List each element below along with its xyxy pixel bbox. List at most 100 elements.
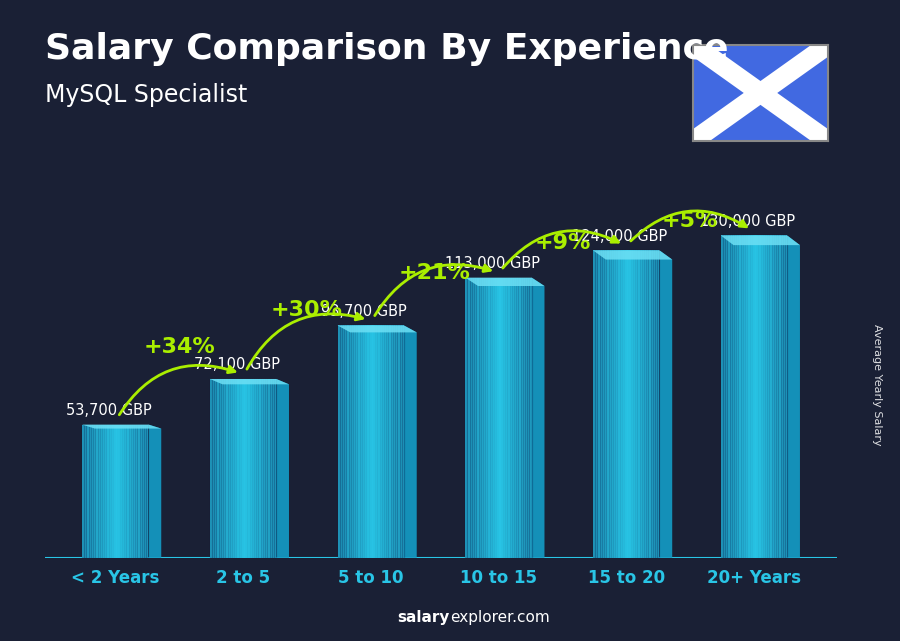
Bar bbox=[85, 424, 86, 558]
Bar bbox=[736, 235, 739, 558]
Bar bbox=[144, 424, 147, 558]
Bar bbox=[723, 235, 725, 558]
Bar bbox=[754, 235, 756, 558]
Bar bbox=[785, 235, 788, 558]
Bar bbox=[91, 424, 93, 558]
Bar bbox=[356, 326, 357, 558]
Bar bbox=[780, 235, 783, 558]
Bar bbox=[267, 379, 270, 558]
Bar bbox=[776, 235, 778, 558]
Bar bbox=[642, 251, 643, 558]
Bar bbox=[248, 379, 249, 558]
Bar bbox=[770, 235, 771, 558]
Bar bbox=[342, 326, 344, 558]
Bar bbox=[375, 326, 377, 558]
Polygon shape bbox=[721, 235, 788, 558]
Bar bbox=[488, 278, 490, 558]
Text: +34%: +34% bbox=[143, 337, 215, 357]
Bar bbox=[225, 379, 228, 558]
Polygon shape bbox=[593, 251, 660, 558]
Text: 130,000 GBP: 130,000 GBP bbox=[700, 213, 795, 229]
Bar bbox=[393, 326, 395, 558]
Bar bbox=[122, 424, 124, 558]
Bar bbox=[368, 326, 371, 558]
Bar bbox=[628, 251, 631, 558]
Text: MySQL Specialist: MySQL Specialist bbox=[45, 83, 248, 107]
Bar bbox=[234, 379, 237, 558]
Bar bbox=[652, 251, 655, 558]
Bar bbox=[124, 424, 126, 558]
Text: +21%: +21% bbox=[399, 263, 471, 283]
Bar bbox=[266, 379, 267, 558]
Bar bbox=[344, 326, 346, 558]
Bar bbox=[357, 326, 360, 558]
Bar bbox=[633, 251, 635, 558]
Bar bbox=[485, 278, 488, 558]
Bar bbox=[646, 251, 648, 558]
Bar bbox=[238, 379, 241, 558]
Bar bbox=[496, 278, 499, 558]
Bar bbox=[109, 424, 111, 558]
Bar bbox=[348, 326, 351, 558]
Bar bbox=[220, 379, 223, 558]
Bar bbox=[261, 379, 263, 558]
Bar bbox=[508, 278, 509, 558]
Bar bbox=[517, 278, 518, 558]
Text: 113,000 GBP: 113,000 GBP bbox=[445, 256, 540, 271]
Polygon shape bbox=[82, 424, 148, 558]
Bar bbox=[120, 424, 122, 558]
Bar bbox=[774, 235, 776, 558]
Bar bbox=[499, 278, 500, 558]
Bar bbox=[483, 278, 485, 558]
Bar bbox=[249, 379, 252, 558]
Bar bbox=[270, 379, 272, 558]
Bar bbox=[263, 379, 266, 558]
Bar bbox=[763, 235, 765, 558]
Bar bbox=[106, 424, 109, 558]
Bar bbox=[338, 326, 339, 558]
Bar bbox=[216, 379, 219, 558]
Bar bbox=[503, 278, 505, 558]
Polygon shape bbox=[82, 424, 161, 429]
Bar bbox=[476, 278, 479, 558]
Text: 93,700 GBP: 93,700 GBP bbox=[321, 304, 407, 319]
Bar bbox=[470, 278, 472, 558]
Bar bbox=[237, 379, 239, 558]
Bar bbox=[243, 379, 245, 558]
Bar bbox=[397, 326, 400, 558]
Bar bbox=[228, 379, 230, 558]
Bar bbox=[527, 278, 529, 558]
Polygon shape bbox=[788, 235, 800, 558]
Bar bbox=[115, 424, 118, 558]
Bar bbox=[232, 379, 234, 558]
Bar bbox=[212, 379, 214, 558]
Bar bbox=[371, 326, 373, 558]
Bar bbox=[778, 235, 780, 558]
Bar bbox=[465, 278, 467, 558]
Bar bbox=[474, 278, 476, 558]
Bar bbox=[258, 379, 261, 558]
Bar bbox=[118, 424, 120, 558]
Bar bbox=[389, 326, 391, 558]
Bar bbox=[400, 326, 401, 558]
Text: explorer.com: explorer.com bbox=[450, 610, 550, 625]
Bar bbox=[523, 278, 525, 558]
Text: 72,100 GBP: 72,100 GBP bbox=[194, 357, 280, 372]
Polygon shape bbox=[338, 326, 417, 333]
Bar bbox=[382, 326, 384, 558]
Bar bbox=[129, 424, 130, 558]
Bar bbox=[602, 251, 604, 558]
Bar bbox=[611, 251, 613, 558]
Bar bbox=[514, 278, 517, 558]
Bar bbox=[518, 278, 520, 558]
Bar bbox=[768, 235, 769, 558]
Bar bbox=[626, 251, 628, 558]
Bar bbox=[734, 235, 736, 558]
Bar bbox=[95, 424, 97, 558]
Bar bbox=[97, 424, 100, 558]
Bar bbox=[364, 326, 366, 558]
Bar bbox=[219, 379, 220, 558]
Bar bbox=[89, 424, 91, 558]
Bar bbox=[607, 251, 608, 558]
Bar bbox=[366, 326, 368, 558]
